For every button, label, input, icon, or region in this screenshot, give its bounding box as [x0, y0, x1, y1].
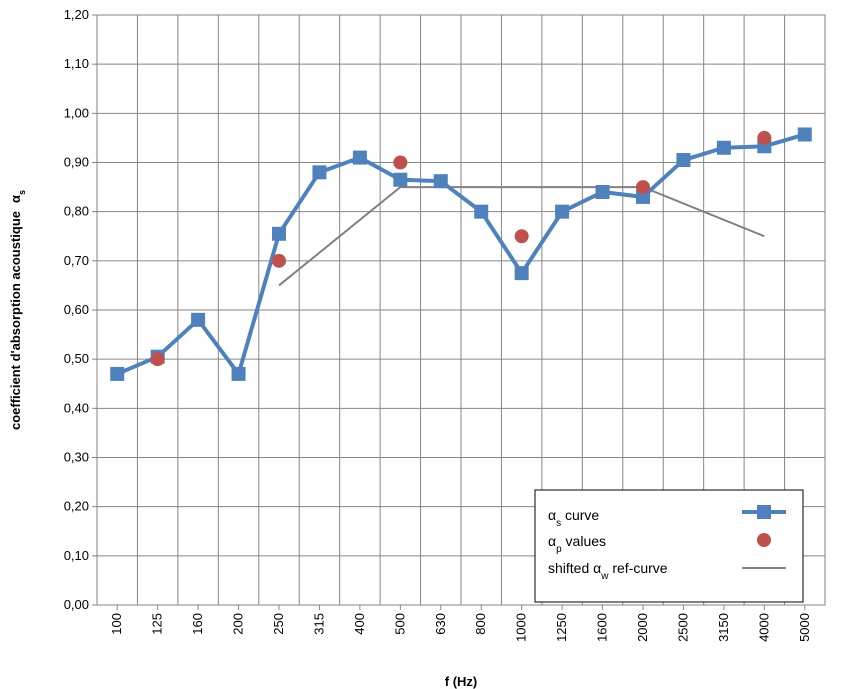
- ap-values-series: [150, 130, 772, 367]
- y-tick-label: 0,00: [64, 597, 89, 612]
- y-axis-title-symbol: α: [8, 195, 23, 203]
- x-tick-label: 4000: [756, 613, 771, 642]
- y-axis-tick-labels: 0,00 0,10 0,20 0,30 0,40 0,50 0,60 0,70 0,80 0,90…: [64, 7, 89, 612]
- x-tick-label: 800: [473, 613, 488, 635]
- x-tick-label: 125: [150, 613, 165, 635]
- x-tick-label: 500: [392, 613, 407, 635]
- legend-ref-subscript: w: [600, 571, 609, 582]
- as-curve-marker: [191, 312, 206, 327]
- legend-as-marker: [757, 505, 771, 519]
- ap-value-point: [150, 352, 165, 367]
- ap-value-point: [393, 155, 408, 170]
- y-tick-label: 1,10: [64, 56, 89, 71]
- legend-as-subscript: s: [556, 518, 561, 529]
- legend-ref-rest: ref-curve: [608, 560, 667, 576]
- as-curve-marker: [312, 165, 327, 180]
- legend-as-symbol: α: [548, 507, 556, 523]
- y-tick-label: 0,60: [64, 302, 89, 317]
- legend-ap-symbol: α: [548, 533, 556, 549]
- legend: αs curve αp values shifted αw ref-curve: [534, 489, 804, 603]
- y-tick-label: 0,20: [64, 499, 89, 514]
- y-axis-title: coefficient d'absorption acoustique αs: [8, 190, 27, 430]
- legend-ref-prefix: shifted: [548, 560, 593, 576]
- x-tick-label: 1000: [514, 613, 529, 642]
- x-tick-label: 2000: [635, 613, 650, 642]
- x-tick-label: 5000: [797, 613, 812, 642]
- as-curve-marker: [352, 150, 367, 165]
- as-curve-series: [110, 127, 812, 381]
- legend-as-rest: curve: [561, 507, 599, 523]
- y-tick-label: 0,10: [64, 548, 89, 563]
- as-curve-marker: [433, 174, 448, 189]
- legend-entry-as-curve: αs curve: [548, 507, 599, 529]
- legend-ap-rest: values: [562, 533, 606, 549]
- as-curve-marker: [474, 204, 489, 219]
- x-tick-label: 3150: [716, 613, 731, 642]
- x-axis-title: f (Hz): [445, 674, 478, 689]
- y-tick-label: 0,40: [64, 400, 89, 415]
- as-curve-marker: [110, 366, 125, 381]
- legend-entry-ref-curve: shifted αw ref-curve: [548, 560, 668, 582]
- as-curve-marker: [716, 140, 731, 155]
- x-tick-label: 630: [433, 613, 448, 635]
- x-tick-label: 1600: [595, 613, 610, 642]
- y-tick-label: 1,00: [64, 105, 89, 120]
- as-curve-marker: [797, 127, 812, 142]
- ap-value-point: [272, 253, 286, 268]
- ap-value-point: [636, 180, 650, 195]
- as-curve-marker: [272, 226, 286, 241]
- y-tick-label: 0,80: [64, 204, 89, 219]
- x-tick-label: 1250: [554, 613, 569, 642]
- ap-value-point: [757, 130, 772, 145]
- y-tick-label: 0,90: [64, 155, 89, 170]
- x-tick-label: 160: [190, 613, 205, 635]
- x-axis-tick-labels: 100 125 160 200 250 315 400 500 630 800 1000 1250 16…: [109, 613, 812, 642]
- as-curve-marker: [676, 153, 691, 168]
- as-curve-marker: [514, 266, 529, 281]
- x-tick-label: 250: [271, 613, 286, 635]
- legend-ref-symbol: α: [593, 560, 601, 576]
- x-tick-label: 400: [352, 613, 367, 635]
- x-tick-label: 315: [311, 613, 326, 635]
- plot-area-frame: [96, 14, 826, 606]
- as-curve-marker: [231, 366, 246, 381]
- y-tick-label: 1,20: [64, 7, 89, 22]
- as-curve-marker: [595, 185, 610, 199]
- legend-ap-subscript: p: [556, 544, 562, 555]
- shifted-aw-ref-curve-series: [278, 186, 765, 287]
- y-tick-label: 0,50: [64, 351, 89, 366]
- y-axis-title-subscript: s: [17, 190, 27, 195]
- x-tick-label: 200: [231, 613, 246, 635]
- y-tick-label: 0,70: [64, 253, 89, 268]
- x-tick-label: 2500: [675, 613, 690, 642]
- legend-ap-marker: [757, 533, 771, 547]
- y-tick-label: 0,30: [64, 450, 89, 465]
- as-curve-marker: [555, 204, 570, 219]
- ap-value-point: [514, 229, 529, 244]
- as-curve-marker: [393, 172, 408, 187]
- ref-curve-line: [278, 186, 765, 287]
- x-tick-label: 100: [109, 613, 124, 635]
- legend-entry-ap-values: αp values: [548, 533, 606, 555]
- y-axis-title-text: coefficient d'absorption acoustique: [8, 211, 23, 430]
- as-curve-marker: [636, 189, 650, 204]
